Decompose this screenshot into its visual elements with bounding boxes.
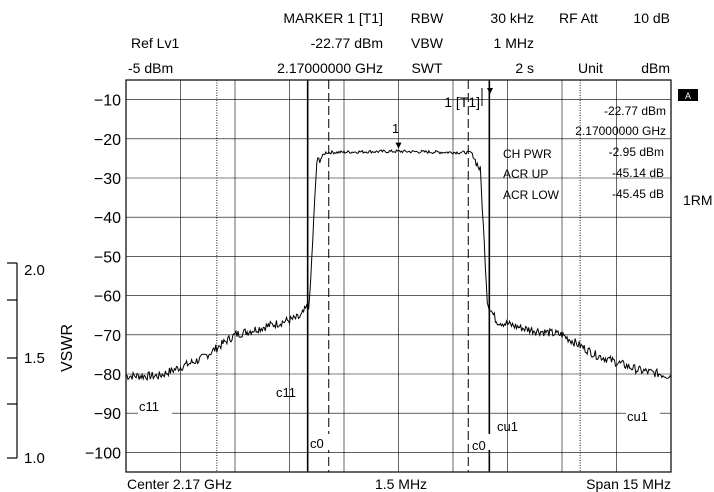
readout-row-value: -45.45 dB [612, 187, 664, 201]
rfatt-value: 10 dB [633, 10, 670, 26]
trace-mode-label: 1RM [683, 192, 713, 208]
swt-value: 2 s [515, 60, 534, 76]
channel-label-cu1-inner: cu1 [497, 419, 518, 434]
x-tick-label-left: Center 2.17 GHz [127, 476, 232, 492]
vswr-tick-label: 1.5 [24, 350, 45, 367]
unit-value: dBm [641, 60, 670, 76]
rbw-value: 30 kHz [490, 10, 534, 26]
vbw-label: VBW [411, 35, 443, 51]
y-tick-label: −100 [85, 445, 121, 462]
y-tick-label: −50 [94, 249, 121, 266]
vswr-scale: 2.0 1.5 1.0 VSWR [7, 262, 76, 467]
rbw-label: RBW [410, 10, 444, 26]
y-tick-label: −60 [94, 289, 121, 306]
y-tick-labels: −10 −20 −30 −40 −50 −60 −70 −80 −90 −100 [85, 93, 121, 463]
rfatt-label: RF Att [559, 10, 598, 26]
channel-label-c11-inner: c11 [276, 385, 296, 400]
channel-label-c0-right: c0 [472, 438, 486, 453]
readout-table: CH PWR -2.95 dBm ACR UP -45.14 dB ACR LO… [503, 145, 664, 202]
marker-triangle [395, 142, 402, 149]
marker-tag-triangle [487, 88, 493, 94]
readout-row-label: ACR UP [503, 167, 548, 181]
y-tick-label: −40 [94, 210, 121, 227]
vbw-value: 1 MHz [493, 35, 534, 51]
marker-tag: 1 [T1] [444, 94, 480, 110]
trace-line [125, 149, 672, 381]
label-bg [626, 408, 660, 424]
x-tick-label-right: Span 15 MHz [586, 476, 671, 492]
readout-row-value: -2.95 dBm [609, 145, 664, 159]
channel-label-c11-left: c11 [139, 399, 159, 414]
channel-label-c0-left: c0 [310, 436, 324, 451]
label-bg [138, 398, 172, 414]
marker-level: -22.77 dBm [310, 35, 383, 51]
ref-value: -5 dBm [128, 60, 174, 76]
readout-level: -22.77 dBm [604, 104, 666, 118]
label-bg [309, 434, 331, 450]
readout-row-value: -45.14 dB [612, 166, 664, 180]
unit-label: Unit [578, 60, 603, 76]
x-tick-label-middle: 1.5 MHz [375, 476, 427, 492]
y-tick-label: −80 [94, 367, 121, 384]
channel-label-cu1-right: cu1 [627, 409, 648, 424]
readout-row-label: ACR LOW [503, 188, 560, 202]
readout-freq: 2.17000000 GHz [575, 124, 666, 138]
y-tick-label: −30 [94, 171, 121, 188]
marker-number: 1 [392, 121, 399, 136]
ref-label: Ref Lv1 [131, 35, 180, 51]
marker-title: MARKER 1 [T1] [283, 10, 383, 26]
vswr-tick-label: 2.0 [24, 262, 45, 279]
y-tick-label: −10 [94, 93, 121, 110]
screen-badge [678, 89, 698, 101]
screen-badge-label: A [685, 91, 691, 101]
readout-row-label: CH PWR [503, 147, 552, 161]
marker-freq: 2.17000000 GHz [277, 60, 383, 76]
swt-label: SWT [411, 60, 443, 76]
vswr-tick-label: 1.0 [24, 450, 45, 467]
channel-lines [216, 80, 581, 472]
y-tick-label: −20 [94, 132, 121, 149]
label-bg [471, 434, 493, 450]
vswr-label: VSWR [59, 324, 76, 372]
y-tick-label: −90 [94, 406, 121, 423]
y-tick-label: −70 [94, 328, 121, 345]
